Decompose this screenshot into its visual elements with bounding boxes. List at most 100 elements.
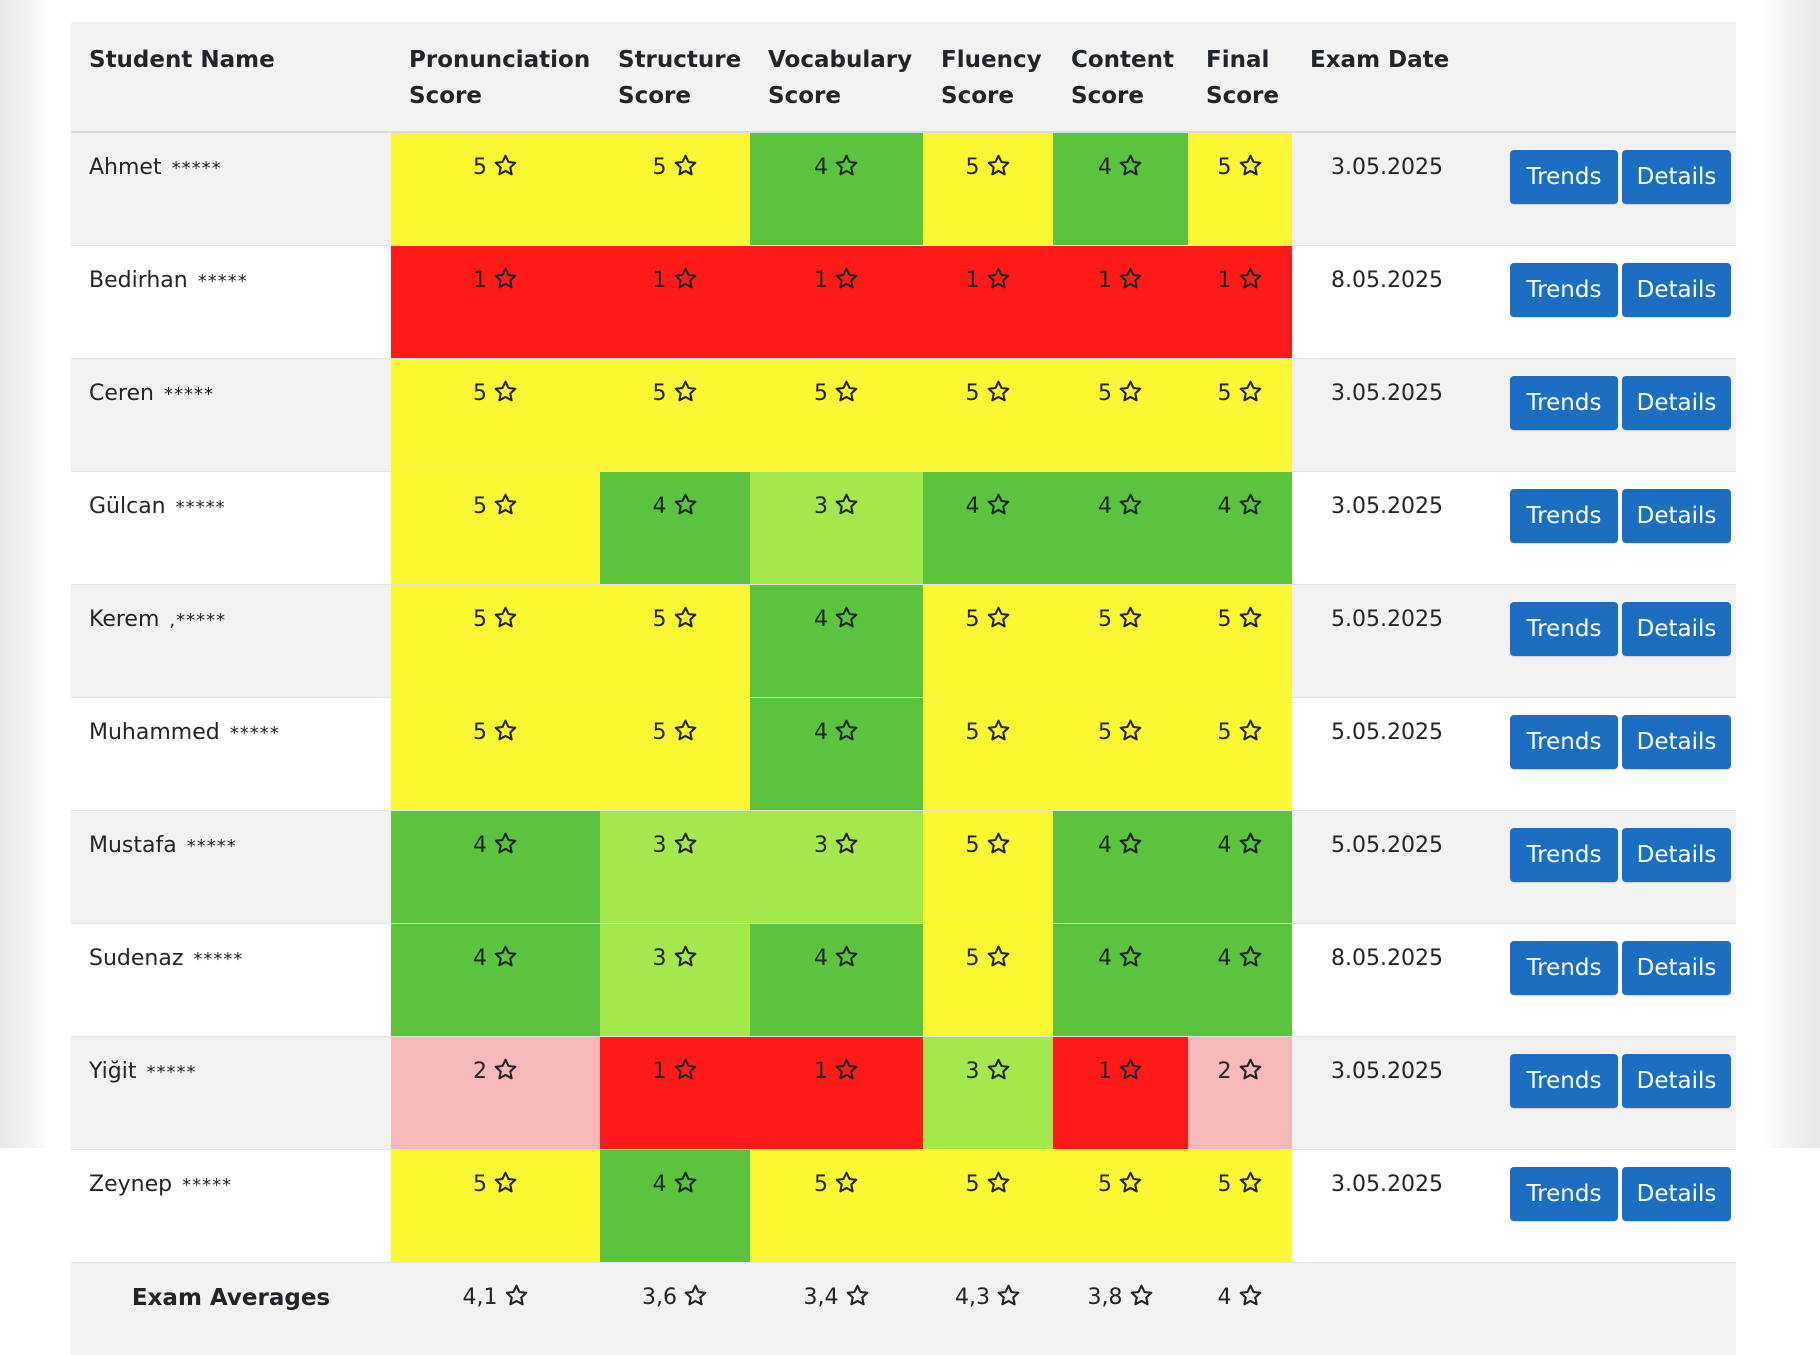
student-name: Kerem bbox=[89, 607, 159, 632]
content-score-cell: 1 bbox=[1053, 246, 1188, 359]
masked-surname: ***** bbox=[193, 949, 243, 970]
final-score-cell: 5 bbox=[1188, 698, 1292, 811]
pronunciation-score-value: 5 bbox=[473, 155, 487, 180]
star-icon bbox=[1238, 1057, 1263, 1082]
fluency-score-cell: 5 bbox=[923, 924, 1053, 1037]
student-name-cell: Muhammed***** bbox=[71, 698, 391, 811]
vocabulary-score-cell: 3 bbox=[750, 472, 923, 585]
trends-button[interactable]: Trends bbox=[1510, 150, 1618, 204]
star-icon bbox=[673, 605, 698, 630]
final-score-value: 1 bbox=[1218, 268, 1232, 293]
exam-date: 3.05.2025 bbox=[1331, 494, 1443, 519]
exam-date-cell: 3.05.2025 bbox=[1292, 359, 1482, 472]
star-icon bbox=[986, 831, 1011, 856]
pronunciation-score-value: 5 bbox=[473, 381, 487, 406]
fluency-score-cell: 5 bbox=[923, 698, 1053, 811]
star-icon bbox=[834, 605, 859, 630]
student-name-cell: Ceren***** bbox=[71, 359, 391, 472]
trends-button[interactable]: Trends bbox=[1510, 602, 1618, 656]
exam-date-cell: 8.05.2025 bbox=[1292, 924, 1482, 1037]
content-score-cell: 4 bbox=[1053, 132, 1188, 246]
structure-score-value: 5 bbox=[653, 607, 667, 632]
exam-date-cell: 3.05.2025 bbox=[1292, 1150, 1482, 1263]
final-score-cell: 5 bbox=[1188, 132, 1292, 246]
exam-date-cell: 5.05.2025 bbox=[1292, 698, 1482, 811]
structure-average: 3,6 bbox=[600, 1263, 750, 1355]
details-button[interactable]: Details bbox=[1622, 941, 1731, 995]
trends-button[interactable]: Trends bbox=[1510, 941, 1618, 995]
star-icon bbox=[1238, 379, 1263, 404]
content-score-value: 4 bbox=[1098, 946, 1112, 971]
star-icon bbox=[493, 1170, 518, 1195]
star-icon bbox=[493, 944, 518, 969]
pronunciation-score-value: 4 bbox=[473, 946, 487, 971]
trends-button[interactable]: Trends bbox=[1510, 828, 1618, 882]
final-score-value: 4 bbox=[1218, 494, 1232, 519]
structure-score-cell: 1 bbox=[600, 1037, 750, 1150]
star-icon bbox=[1118, 379, 1143, 404]
content-score-value: 5 bbox=[1098, 1172, 1112, 1197]
star-icon bbox=[1238, 266, 1263, 291]
details-button[interactable]: Details bbox=[1622, 376, 1731, 430]
structure-score-cell: 3 bbox=[600, 811, 750, 924]
pronunciation-score-value: 5 bbox=[473, 494, 487, 519]
averages-label: Exam Averages bbox=[71, 1263, 391, 1355]
vocabulary-score-cell: 4 bbox=[750, 698, 923, 811]
details-button[interactable]: Details bbox=[1622, 828, 1731, 882]
star-icon bbox=[1118, 492, 1143, 517]
structure-average-value: 3,6 bbox=[642, 1285, 677, 1310]
star-icon bbox=[683, 1283, 708, 1308]
star-icon bbox=[673, 379, 698, 404]
structure-score-value: 4 bbox=[653, 1172, 667, 1197]
details-button[interactable]: Details bbox=[1622, 263, 1731, 317]
details-button[interactable]: Details bbox=[1622, 602, 1731, 656]
details-button[interactable]: Details bbox=[1622, 715, 1731, 769]
vocabulary-score-value: 5 bbox=[814, 381, 828, 406]
details-button[interactable]: Details bbox=[1622, 1167, 1731, 1221]
star-icon bbox=[996, 1283, 1021, 1308]
star-icon bbox=[1118, 944, 1143, 969]
final-score-value: 5 bbox=[1218, 607, 1232, 632]
student-name-cell: Kerem,***** bbox=[71, 585, 391, 698]
star-icon bbox=[1238, 1170, 1263, 1195]
structure-score-cell: 4 bbox=[600, 1150, 750, 1263]
vocabulary-score-cell: 1 bbox=[750, 1037, 923, 1150]
structure-score-cell: 5 bbox=[600, 132, 750, 246]
vocabulary-score-cell: 4 bbox=[750, 132, 923, 246]
student-name: Mustafa bbox=[89, 833, 177, 858]
star-icon bbox=[673, 944, 698, 969]
fluency-average-value: 4,3 bbox=[955, 1285, 990, 1310]
final-score-value: 5 bbox=[1218, 381, 1232, 406]
details-button[interactable]: Details bbox=[1622, 1054, 1731, 1108]
trends-button[interactable]: Trends bbox=[1510, 376, 1618, 430]
trends-button[interactable]: Trends bbox=[1510, 489, 1618, 543]
details-button[interactable]: Details bbox=[1622, 489, 1731, 543]
content-score-value: 1 bbox=[1098, 1059, 1112, 1084]
final-score-value: 5 bbox=[1218, 720, 1232, 745]
trends-button[interactable]: Trends bbox=[1510, 1054, 1618, 1108]
student-name-cell: Mustafa ***** bbox=[71, 811, 391, 924]
student-name: Yiğit bbox=[89, 1059, 136, 1084]
star-icon bbox=[1129, 1283, 1154, 1308]
star-icon bbox=[1238, 492, 1263, 517]
pronunciation-score-cell: 5 bbox=[391, 359, 600, 472]
details-button[interactable]: Details bbox=[1622, 150, 1731, 204]
trends-button[interactable]: Trends bbox=[1510, 715, 1618, 769]
trends-button[interactable]: Trends bbox=[1510, 263, 1618, 317]
student-name: Sudenaz bbox=[89, 946, 183, 971]
star-icon bbox=[493, 153, 518, 178]
student-name-cell: Bedirhan***** bbox=[71, 246, 391, 359]
vocabulary-score-cell: 5 bbox=[750, 1150, 923, 1263]
star-icon bbox=[834, 379, 859, 404]
fluency-score-value: 5 bbox=[966, 946, 980, 971]
masked-surname: ***** bbox=[187, 836, 237, 857]
trends-button[interactable]: Trends bbox=[1510, 1167, 1618, 1221]
pronunciation-score-value: 1 bbox=[473, 268, 487, 293]
star-icon bbox=[1238, 718, 1263, 743]
student-name: Zeynep bbox=[89, 1172, 172, 1197]
